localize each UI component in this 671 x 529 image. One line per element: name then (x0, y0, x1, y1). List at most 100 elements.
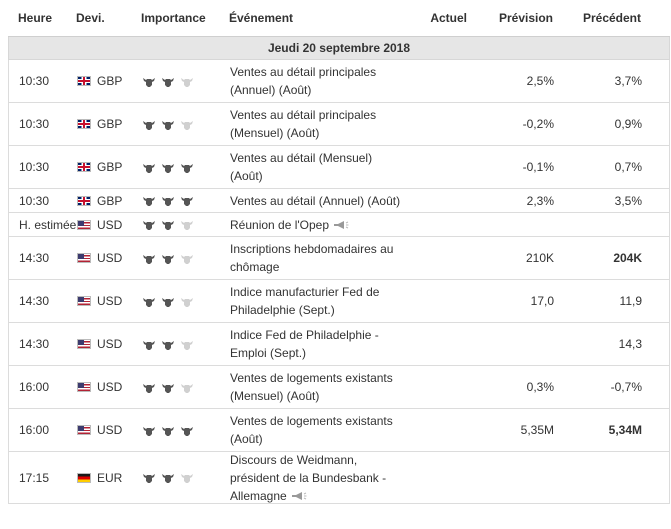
currency-code: GBP (97, 160, 123, 174)
event-name[interactable]: Discours de Weidmann, président de la Bu… (230, 451, 406, 505)
currency-code: USD (97, 337, 123, 351)
bull-icon (142, 472, 156, 484)
table-row[interactable]: 16:00 USD Ventes de logements existants (A… (8, 409, 670, 452)
table-row[interactable]: 10:30 GBP Ventes au détail principales (Me… (8, 103, 670, 146)
flag-us-icon (77, 253, 91, 263)
event-name-text: Indice Fed de Philadelphie - Emploi (Sep… (230, 328, 379, 360)
table-row[interactable]: H. estimée USD Réunion de l'Opep (8, 213, 670, 237)
importance-rating (142, 115, 230, 133)
bull-icon (142, 119, 156, 131)
bull-icon (161, 339, 175, 351)
event-previous: 3,7% (614, 74, 642, 88)
event-name[interactable]: Ventes de logements existants (Août) (230, 412, 406, 448)
event-name-text: Réunion de l'Opep (230, 217, 330, 232)
event-name-text: Ventes de logements existants (Mensuel) … (230, 371, 393, 403)
event-forecast: -0,2% (522, 117, 554, 131)
currency-code: GBP (97, 74, 123, 88)
currency-code: GBP (97, 117, 123, 131)
event-rows: 10:30 GBP Ventes au détail principales (An… (8, 60, 670, 504)
table-row[interactable]: 14:30 USD Indice Fed de Philadelphie - Emp… (8, 323, 670, 366)
bull-icon (142, 162, 156, 174)
event-name-text: Indice manufacturier Fed de Philadelphie… (230, 285, 380, 317)
event-name-text: Discours de Weidmann, président de la Bu… (230, 452, 387, 503)
flag-us-icon (77, 339, 91, 349)
day-header: Jeudi 20 septembre 2018 (8, 37, 670, 60)
event-name[interactable]: Ventes au détail principales (Annuel) (A… (230, 63, 406, 99)
bull-icon (142, 253, 156, 265)
bull-icon (180, 195, 194, 207)
event-currency: GBP (77, 115, 142, 133)
bull-icon (180, 425, 194, 437)
col-importance[interactable]: Importance (141, 11, 206, 25)
bull-icon (180, 382, 194, 394)
event-name[interactable]: Indice Fed de Philadelphie - Emploi (Sep… (230, 326, 406, 362)
event-currency: USD (77, 421, 142, 439)
col-previous[interactable]: Précédent (582, 11, 641, 25)
flag-gb-icon (77, 76, 91, 86)
bull-icon (161, 219, 175, 231)
table-row[interactable]: 14:30 USD Inscriptions hebdomadaires au ch… (8, 237, 670, 280)
event-forecast: 2,5% (526, 74, 554, 88)
event-time: 14:30 (19, 251, 50, 265)
event-time: H. estimée (19, 217, 77, 232)
event-name[interactable]: Ventes au détail (Annuel) (Août) (230, 192, 406, 210)
table-row[interactable]: 16:00 USD Ventes de logements existants (M… (8, 366, 670, 409)
importance-rating (142, 469, 230, 487)
event-previous: 0,9% (614, 117, 642, 131)
event-name[interactable]: Indice manufacturier Fed de Philadelphie… (230, 283, 406, 319)
importance-rating (142, 249, 230, 267)
event-previous: 204K (613, 251, 642, 265)
currency-code: USD (97, 380, 123, 394)
event-previous: 5,34M (608, 423, 642, 437)
event-currency: USD (77, 216, 142, 234)
col-event[interactable]: Événement (229, 11, 294, 25)
event-name-text: Ventes au détail (Mensuel) (Août) (230, 151, 373, 183)
flag-gb-icon (77, 195, 91, 206)
bull-icon (180, 253, 194, 265)
importance-rating (142, 335, 230, 353)
event-currency: GBP (77, 158, 142, 176)
event-time: 10:30 (19, 74, 50, 88)
event-time: 17:15 (19, 470, 50, 485)
bull-icon (180, 296, 194, 308)
event-forecast: 2,3% (526, 193, 554, 208)
table-row[interactable]: 10:30 GBP Ventes au détail (Annuel) (Août)… (8, 189, 670, 213)
bull-icon (161, 76, 175, 88)
importance-rating (142, 72, 230, 90)
importance-rating (142, 292, 230, 310)
event-previous: 0,7% (614, 160, 642, 174)
table-row[interactable]: 10:30 GBP Ventes au détail (Mensuel) (Août… (8, 146, 670, 189)
event-time: 16:00 (19, 380, 50, 394)
event-currency: USD (77, 249, 142, 267)
event-currency: EUR (77, 469, 142, 487)
event-name-text: Ventes au détail (Annuel) (Août) (230, 193, 401, 208)
col-time[interactable]: Heure (18, 11, 53, 25)
col-actual[interactable]: Actuel (430, 11, 467, 25)
table-row[interactable]: 14:30 USD Indice manufacturier Fed de Phil… (8, 280, 670, 323)
economic-calendar: Heure Devi. Importance Événement Actuel … (8, 0, 670, 504)
bull-icon (142, 296, 156, 308)
col-currency[interactable]: Devi. (76, 11, 105, 25)
event-time: 14:30 (19, 337, 50, 351)
bull-icon (161, 425, 175, 437)
event-name[interactable]: Ventes au détail (Mensuel) (Août) (230, 149, 406, 185)
table-row[interactable]: 10:30 GBP Ventes au détail principales (An… (8, 60, 670, 103)
flag-us-icon (77, 425, 91, 435)
importance-rating (142, 421, 230, 439)
event-name[interactable]: Réunion de l'Opep (230, 216, 406, 234)
event-forecast: 0,3% (526, 380, 554, 394)
event-name[interactable]: Inscriptions hebdomadaires au chômage (230, 240, 406, 276)
bull-icon (161, 119, 175, 131)
currency-code: USD (97, 294, 123, 308)
bull-icon (180, 219, 194, 231)
flag-us-icon (77, 382, 91, 392)
event-time: 10:30 (19, 117, 50, 131)
bull-icon (142, 382, 156, 394)
flag-eu-icon (77, 472, 91, 483)
col-forecast[interactable]: Prévision (498, 11, 553, 25)
event-previous: 14,3 (618, 337, 642, 351)
event-name[interactable]: Ventes au détail principales (Mensuel) (… (230, 106, 406, 142)
table-row[interactable]: 17:15 EUR Discours de Weidmann, président … (8, 452, 670, 504)
bull-icon (180, 472, 194, 484)
event-name[interactable]: Ventes de logements existants (Mensuel) … (230, 369, 406, 405)
